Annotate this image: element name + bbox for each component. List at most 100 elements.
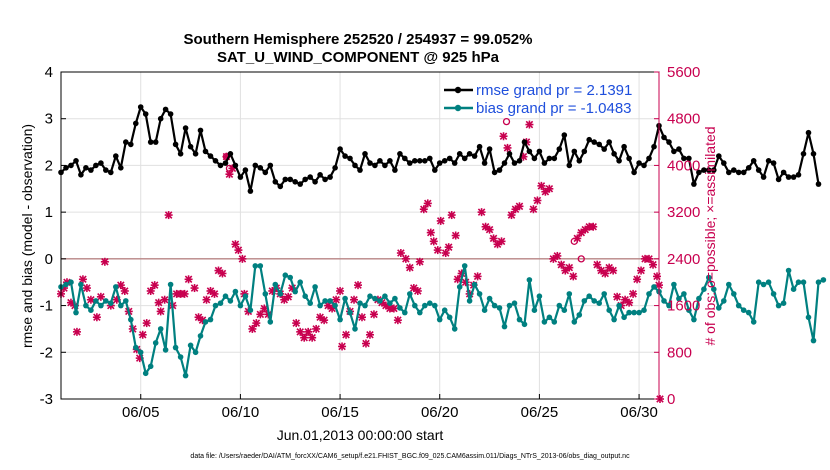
rmse-point <box>93 162 99 169</box>
rmse-point <box>357 167 363 173</box>
obs-assimilated-marker <box>160 295 169 304</box>
bias-point <box>133 344 139 351</box>
rmse-point <box>402 155 408 162</box>
rmse-point <box>641 162 647 169</box>
x-tick-label: 06/05 <box>122 404 160 421</box>
rmse-point <box>721 160 727 166</box>
bias-point <box>760 281 767 288</box>
rmse-point <box>257 165 264 171</box>
rmse-point <box>63 165 69 171</box>
obs-assimilated-marker <box>150 281 159 290</box>
rmse-point <box>805 129 812 136</box>
bias-point <box>676 295 682 302</box>
bias-point <box>402 309 408 316</box>
data-series <box>58 104 827 379</box>
bias-point <box>152 340 159 346</box>
rmse-point <box>382 162 388 169</box>
rmse-point <box>636 160 642 166</box>
obs-assimilated-marker <box>613 292 622 301</box>
rmse-point <box>760 174 767 180</box>
rmse-point <box>312 179 318 185</box>
obs-assimilated-marker <box>537 181 546 190</box>
bias-point <box>696 295 702 302</box>
bias-point <box>177 354 184 360</box>
bias-point <box>108 300 114 307</box>
rmse-point <box>167 111 174 117</box>
rmse-point <box>422 158 428 164</box>
rmse-point <box>222 160 229 166</box>
obs-assimilated-marker <box>214 266 223 275</box>
y-tick-label: -1 <box>40 298 53 315</box>
obs-assimilated-marker <box>451 231 460 240</box>
rmse-point <box>556 146 563 152</box>
rmse-point <box>282 176 289 183</box>
bias-point <box>197 333 204 339</box>
rmse-point <box>526 148 533 155</box>
obs-assimilated-marker <box>426 228 435 237</box>
rmse-point <box>711 167 717 173</box>
obs-assimilated-marker <box>308 333 317 342</box>
bias-point <box>745 309 752 316</box>
obs-assimilated-marker <box>629 289 638 298</box>
rmse-point <box>731 167 737 173</box>
rmse-point <box>307 174 314 180</box>
obs-assimilated-marker <box>569 272 578 281</box>
bias-point <box>78 281 84 288</box>
bias-point <box>446 314 453 321</box>
bias-point <box>292 288 299 295</box>
bias-point <box>701 286 707 293</box>
bias-point <box>162 347 169 353</box>
data-file-footer: data file: /Users/raeder/DAI/ATM_forcXX/… <box>190 453 630 460</box>
bias-point <box>317 302 323 309</box>
obs-assimilated-marker <box>202 295 211 304</box>
rmse-point <box>666 139 672 145</box>
rmse-point <box>601 146 607 152</box>
plot-area-background <box>61 72 659 399</box>
rmse-point <box>701 167 707 173</box>
bias-point <box>347 309 353 316</box>
obs-assimilated-marker <box>156 307 165 316</box>
rmse-point <box>476 143 483 150</box>
obs-assimilated-marker <box>625 298 634 307</box>
bias-point <box>721 298 727 304</box>
rmse-point <box>137 104 144 110</box>
bias-point <box>372 295 378 302</box>
rmse-point <box>626 155 632 162</box>
bias-point <box>262 291 269 297</box>
bias-series <box>58 263 827 379</box>
rmse-point <box>790 174 797 180</box>
bias-line <box>60 264 824 377</box>
bias-point <box>790 286 797 293</box>
rmse-point <box>103 167 109 173</box>
bias-point <box>172 344 179 351</box>
rmse-point <box>740 169 747 176</box>
obs-assimilated-marker <box>497 237 506 246</box>
obs-assimilated-marker <box>72 327 81 336</box>
rmse-point <box>152 139 159 145</box>
obs-assimilated-marker <box>357 313 366 322</box>
bias-point <box>511 300 518 307</box>
rmse-point <box>287 176 294 183</box>
bias-point <box>765 279 772 286</box>
rmse-point <box>407 160 413 166</box>
rmse-point <box>661 134 667 141</box>
obs-assimilated-marker <box>423 199 432 208</box>
rmse-point <box>367 160 373 166</box>
obs-assimilated-marker <box>533 196 542 205</box>
bias-point <box>476 291 483 297</box>
rmse-point <box>451 160 458 166</box>
rmse-point <box>770 160 777 166</box>
bias-point <box>277 291 284 297</box>
y-tick-label: 4 <box>45 64 53 81</box>
obs-assimilated-marker <box>218 269 227 278</box>
obs-assimilated-marker <box>485 225 494 234</box>
obs-assimilated-marker <box>184 275 193 284</box>
bias-point <box>237 302 244 309</box>
x-tick-label: 06/15 <box>321 404 359 421</box>
obs-assimilated-marker <box>633 275 642 284</box>
obs-assimilated-marker <box>96 292 105 301</box>
rmse-point <box>277 183 284 190</box>
obs-assimilated-marker <box>429 237 438 246</box>
rmse-point <box>267 162 274 169</box>
obs-possible-marker <box>577 255 585 263</box>
